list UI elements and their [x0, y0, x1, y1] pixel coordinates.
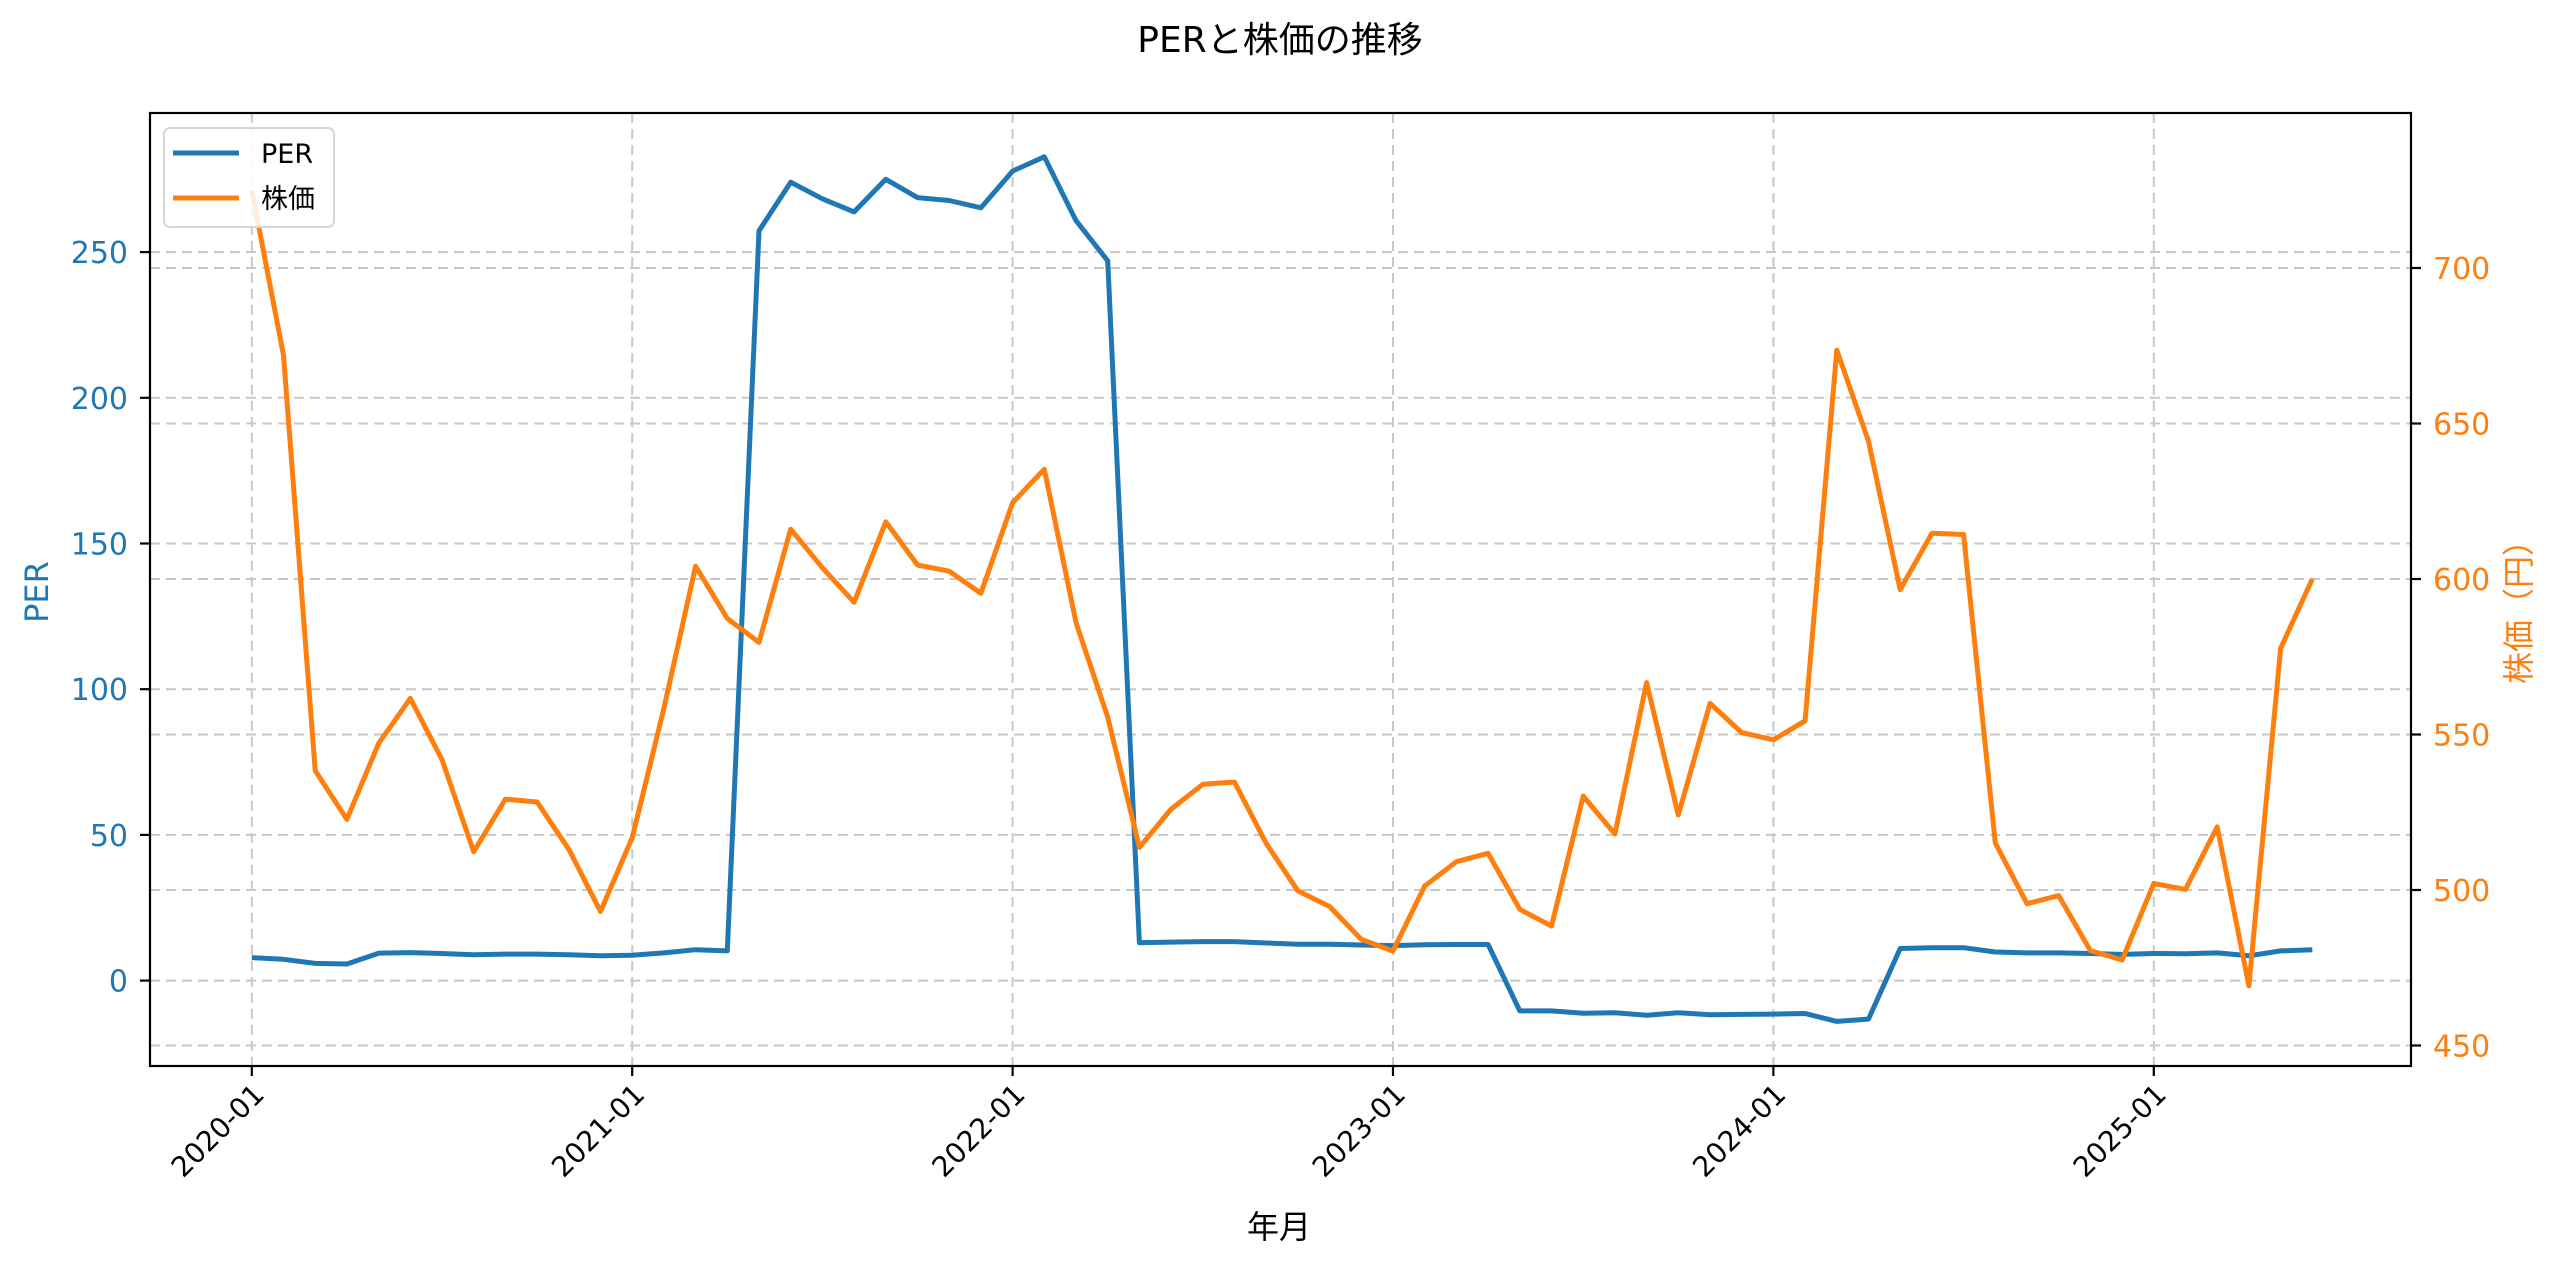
x-axis-label: 年月 — [1247, 1208, 1311, 1246]
legend-label-per: PER — [261, 139, 313, 170]
legend: PER 株価 — [163, 127, 335, 228]
left-tick-label: 200 — [71, 382, 128, 417]
left-tick-label: 0 — [109, 965, 128, 1000]
right-tick-label: 650 — [2433, 408, 2490, 443]
left-tick-label: 50 — [90, 819, 128, 854]
right-tick-label: 450 — [2433, 1030, 2490, 1065]
left-tick-label: 150 — [71, 528, 128, 563]
left-y-axis: 0 50 100 150 200 250 — [71, 236, 150, 1000]
right-tick-label: 550 — [2433, 719, 2490, 754]
y-axis-label-right: 株価（円） — [2500, 524, 2538, 684]
chart-title: PERと株価の推移 — [1137, 20, 1422, 61]
left-tick-label: 100 — [71, 673, 128, 708]
right-tick-label: 500 — [2433, 874, 2490, 909]
price-line — [249, 190, 2315, 989]
right-y-axis: 450 500 550 600 650 700 — [2411, 252, 2490, 1065]
y-axis-label-left: PER — [18, 561, 56, 623]
legend-label-price: 株価 — [261, 184, 315, 215]
plot-series — [249, 154, 2315, 1024]
plot-area-frame — [148, 111, 2413, 1068]
grid-lines — [150, 113, 2411, 1066]
right-tick-label: 600 — [2433, 563, 2490, 598]
right-tick-label: 700 — [2433, 252, 2490, 287]
left-tick-label: 250 — [71, 236, 128, 271]
per-line — [251, 154, 2313, 1024]
